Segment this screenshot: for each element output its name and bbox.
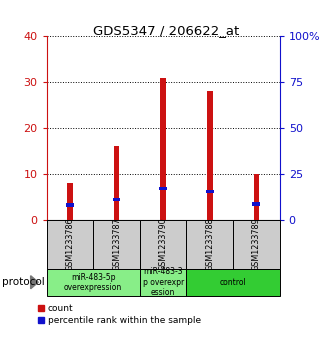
Bar [254, 174, 259, 220]
Bar [66, 203, 74, 207]
Text: GSM1233790: GSM1233790 [159, 217, 168, 271]
Bar [186, 220, 233, 269]
Bar [233, 220, 280, 269]
Bar [67, 183, 73, 220]
Bar [140, 220, 186, 269]
Bar [159, 187, 167, 190]
Bar [161, 78, 166, 220]
Text: miR-483-3
p overexpr
ession: miR-483-3 p overexpr ession [143, 267, 184, 297]
Bar [207, 91, 212, 220]
Text: control: control [220, 278, 246, 287]
Bar [140, 269, 186, 296]
Legend: count, percentile rank within the sample: count, percentile rank within the sample [38, 304, 201, 325]
Bar [93, 220, 140, 269]
Bar [114, 146, 119, 220]
Text: GSM1233786: GSM1233786 [65, 217, 75, 271]
Bar [47, 220, 93, 269]
Bar [186, 269, 280, 296]
Bar [47, 269, 140, 296]
Bar [206, 189, 214, 193]
Bar [113, 198, 121, 201]
Text: GSM1233787: GSM1233787 [112, 217, 121, 271]
Text: protocol: protocol [2, 277, 44, 287]
Text: GSM1233789: GSM1233789 [252, 217, 261, 271]
Text: miR-483-5p
overexpression: miR-483-5p overexpression [64, 273, 122, 292]
Bar [252, 203, 260, 205]
Polygon shape [31, 276, 38, 289]
Text: GDS5347 / 206622_at: GDS5347 / 206622_at [93, 24, 240, 37]
Text: GSM1233788: GSM1233788 [205, 217, 214, 271]
